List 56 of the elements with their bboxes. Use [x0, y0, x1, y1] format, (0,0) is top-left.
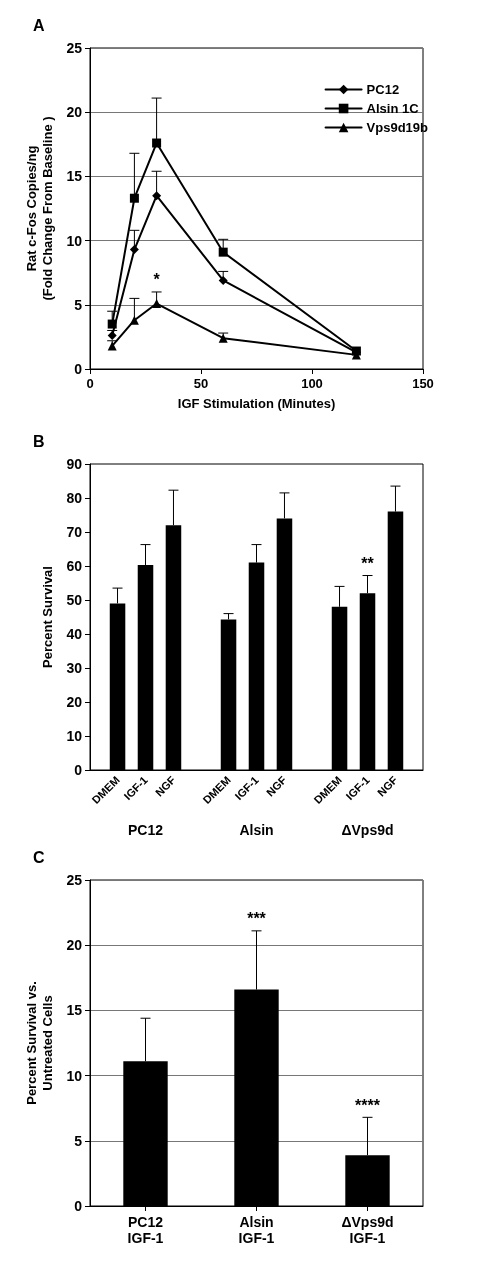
point	[152, 299, 162, 309]
y-tick-label: 25	[66, 872, 83, 888]
y-tick-label: 40	[66, 626, 83, 642]
y-tick-label: 20	[66, 694, 83, 710]
y-tick-label: 5	[74, 1132, 83, 1149]
x-tick-label: 100	[301, 376, 323, 391]
legend-label: Vps9d19b	[366, 120, 429, 135]
y-tick-label: 20	[66, 104, 83, 121]
y-axis-title: Percent Survival vs. Untreated Cells	[24, 981, 56, 1105]
x-tick-label: 50	[193, 376, 209, 391]
y-tick-label: 5	[74, 296, 83, 313]
point	[152, 138, 162, 148]
chart-title: B	[33, 432, 45, 450]
point	[218, 333, 228, 343]
x-tick-label: Alsin	[239, 822, 274, 838]
y-tick-label: 60	[66, 558, 83, 574]
x-tick-label: PC12 IGF-1	[127, 1214, 164, 1246]
y-tick-label: 25	[66, 40, 83, 56]
y-axis-title: Percent Survival	[40, 566, 56, 668]
annotation: **	[361, 555, 375, 573]
y-tick-label: 50	[66, 592, 83, 608]
x-axis-title: IGF Stimulation (Minutes)	[177, 396, 336, 411]
x-tick-label: ΔVps9d IGF-1	[341, 1214, 394, 1246]
y-tick-label: 90	[66, 456, 83, 472]
chart-title: C	[33, 848, 45, 866]
y-tick-label: 0	[74, 1198, 83, 1214]
point	[218, 275, 228, 285]
y-tick-label: 30	[66, 660, 83, 676]
point	[129, 315, 139, 325]
x-tick-label: 150	[412, 376, 434, 391]
y-axis-title: Rat c-Fos Copies/ng (Fold Change From Baseline )	[24, 116, 56, 301]
y-tick-label: 20	[66, 937, 83, 954]
point	[218, 247, 228, 257]
point	[152, 191, 162, 201]
legend-label: PC12	[366, 82, 400, 97]
y-tick-label: 10	[66, 1067, 83, 1084]
x-tick-label: Alsin IGF-1	[238, 1214, 275, 1246]
legend-label: Alsin 1C	[366, 101, 420, 116]
chart-title: A	[33, 16, 45, 34]
x-tick-label: PC12	[127, 822, 164, 838]
y-tick-label: 70	[66, 524, 83, 540]
y-tick-label: 0	[74, 361, 83, 377]
x-tick-label: ΔVps9d	[341, 822, 394, 838]
y-tick-label: 15	[66, 1002, 83, 1019]
point	[129, 193, 139, 203]
y-tick-label: 10	[66, 232, 83, 249]
point	[107, 319, 117, 329]
point	[129, 245, 139, 255]
y-tick-label: 80	[66, 490, 83, 506]
annotation: ***	[247, 910, 267, 928]
y-tick-label: 10	[66, 728, 83, 744]
annotation: *	[153, 271, 161, 289]
annotation: ****	[355, 1096, 381, 1114]
y-tick-label: 15	[66, 168, 83, 185]
x-tick-label: 0	[86, 376, 94, 391]
y-tick-label: 0	[74, 762, 83, 778]
